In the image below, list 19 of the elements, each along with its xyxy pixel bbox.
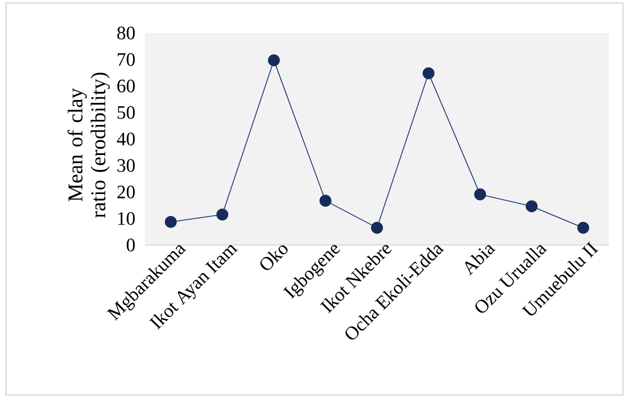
y-tick-label: 80 xyxy=(117,26,135,40)
x-tick-label: Abia xyxy=(465,245,496,276)
point xyxy=(422,67,435,80)
point xyxy=(577,222,590,234)
y-tick-label: 20 xyxy=(117,186,135,198)
y-tick-label: 10 xyxy=(118,212,135,225)
y-tick-label: 50 xyxy=(118,106,135,119)
point xyxy=(526,200,538,212)
point xyxy=(164,216,177,228)
y-tick-label: 40 xyxy=(116,132,135,146)
point xyxy=(268,54,280,66)
y-tick-label: 70 xyxy=(118,53,135,66)
point xyxy=(371,222,383,234)
y-tick-label: 60 xyxy=(117,80,135,92)
y-axis-title: Mean of clay ratio (erodibility) xyxy=(68,72,110,218)
y-tick-label: 30 xyxy=(117,159,135,172)
point xyxy=(216,208,228,220)
point xyxy=(320,194,332,207)
point xyxy=(474,188,486,200)
